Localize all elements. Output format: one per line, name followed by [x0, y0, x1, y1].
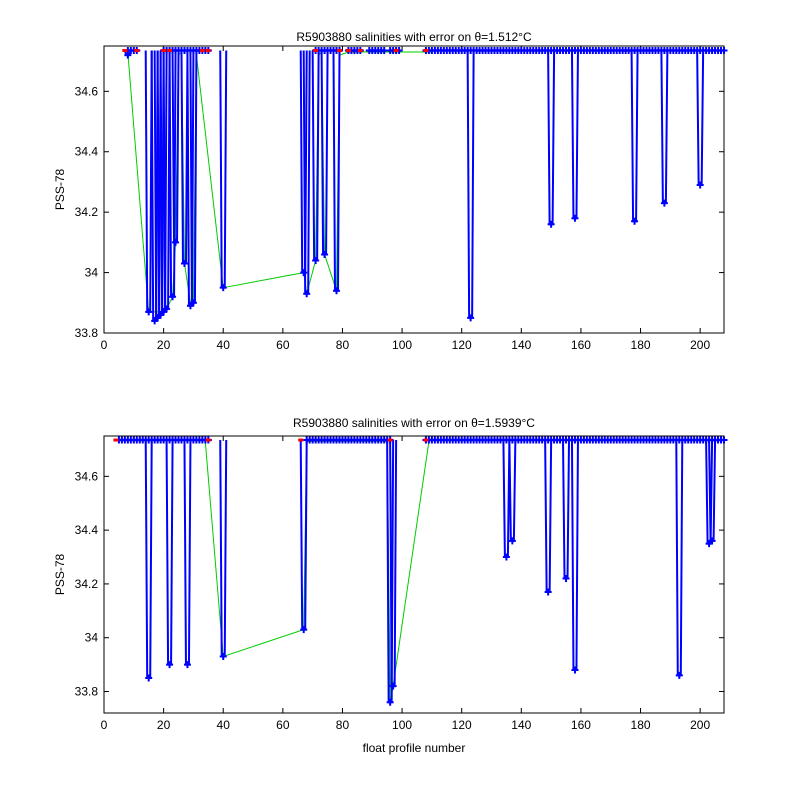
bottom-chart-xtick-label: 140 — [511, 718, 531, 732]
top-chart-ylabel: PSS-78 — [53, 168, 67, 210]
top-chart-xtick-label: 120 — [452, 338, 472, 352]
top-chart-data-point — [321, 250, 329, 258]
top-chart-data-point — [180, 260, 188, 268]
bottom-chart: R5903880 salinities with error on θ=1.59… — [53, 416, 728, 755]
top-chart-xtick-label: 180 — [631, 338, 651, 352]
bottom-chart-ytick-label: 34.2 — [75, 577, 99, 591]
top-chart-ytick-label: 33.8 — [75, 326, 99, 340]
top-chart-xtick-label: 40 — [217, 338, 231, 352]
bottom-chart-data-point — [544, 588, 552, 596]
top-chart-xtick-label: 0 — [101, 338, 108, 352]
top-chart-xtick-label: 20 — [157, 338, 171, 352]
bottom-chart-xtick-label: 180 — [631, 718, 651, 732]
top-chart-ytick-label: 34.4 — [75, 145, 99, 159]
bottom-chart-data-point — [708, 537, 716, 545]
top-chart-data-point — [219, 284, 227, 292]
bottom-chart-xtick-label: 120 — [452, 718, 472, 732]
bottom-chart-title: R5903880 salinities with error on θ=1.59… — [293, 416, 535, 430]
top-chart-xtick-label: 100 — [392, 338, 412, 352]
bottom-chart-xtick-label: 20 — [157, 718, 171, 732]
top-chart-data-point — [660, 199, 668, 207]
bottom-chart-data-point — [562, 575, 570, 583]
bottom-chart-data-point — [166, 661, 174, 669]
top-chart-data-point — [696, 181, 704, 189]
bottom-chart-data-point — [720, 436, 728, 444]
bottom-chart-data-point — [183, 661, 191, 669]
bottom-chart-ylabel: PSS-78 — [53, 553, 67, 595]
bottom-chart-ytick-label: 34.4 — [75, 523, 99, 537]
top-chart-data-point — [163, 305, 171, 313]
bottom-chart-xlabel: float profile number — [363, 741, 466, 755]
top-chart-xtick-label: 160 — [571, 338, 591, 352]
top-chart-data-point — [720, 47, 728, 55]
bottom-chart-xtick-label: 160 — [571, 718, 591, 732]
bottom-chart-xtick-label: 80 — [336, 718, 350, 732]
bottom-chart-plot-area — [103, 435, 725, 714]
top-chart-data-point — [169, 293, 177, 301]
bottom-chart-data-point — [675, 671, 683, 679]
top-chart-data-point — [145, 308, 153, 316]
top-chart-mean-line — [127, 50, 432, 313]
top-chart-data-point — [303, 290, 311, 298]
top-chart-plot-area — [103, 45, 725, 334]
bottom-chart-xtick-label: 0 — [101, 718, 108, 732]
bottom-chart-data-point — [145, 674, 153, 682]
top-chart-title: R5903880 salinities with error on θ=1.51… — [296, 30, 532, 44]
bottom-chart-xtick-label: 200 — [690, 718, 710, 732]
bottom-chart-data-point — [571, 666, 579, 674]
bottom-chart-ytick-label: 34 — [85, 631, 99, 645]
top-chart-data-point — [189, 299, 197, 307]
bottom-chart-data-point — [386, 698, 394, 706]
top-chart-ytick-label: 34.6 — [75, 84, 99, 98]
bottom-chart-xtick-label: 40 — [217, 718, 231, 732]
bottom-chart-xtick-label: 100 — [392, 718, 412, 732]
top-chart-data-point — [124, 51, 132, 59]
top-chart-ytick-label: 34 — [85, 266, 99, 280]
bottom-chart-data-point — [389, 682, 397, 690]
top-chart-data-point — [571, 214, 579, 222]
bottom-chart-xtick-label: 60 — [276, 718, 290, 732]
bottom-chart-marks: 0 20 40 60 80 100 120 140 160 180 200 33.8 34 34.2 34.… — [75, 436, 728, 732]
top-chart-marks: 0 20 40 60 80 100 120 140 160 180 200 33.8 34 34.2 34.… — [75, 46, 728, 352]
bottom-chart-ytick-label: 33.8 — [75, 684, 99, 698]
top-chart-data-point — [333, 287, 340, 295]
top-chart-ytick-label: 34.2 — [75, 205, 99, 219]
bottom-chart-data-point — [502, 553, 510, 561]
bottom-chart-data-point — [219, 653, 227, 661]
top-chart-xtick-label: 140 — [511, 338, 531, 352]
bottom-chart-data-point — [508, 537, 516, 545]
top-chart-data-point — [631, 217, 639, 225]
top-chart-data-point — [172, 238, 180, 246]
top-chart: R5903880 salinities with error on θ=1.51… — [53, 30, 728, 352]
top-chart-data-point — [380, 47, 388, 55]
top-chart-data-point — [547, 220, 555, 228]
bottom-chart-ytick-label: 34.6 — [75, 469, 99, 483]
bottom-chart-data-point — [300, 626, 308, 634]
top-chart-data-point — [312, 256, 320, 264]
top-chart-data-point — [467, 314, 475, 322]
top-chart-xtick-label: 60 — [276, 338, 290, 352]
top-chart-xtick-label: 80 — [336, 338, 350, 352]
top-chart-xtick-label: 200 — [690, 338, 710, 352]
